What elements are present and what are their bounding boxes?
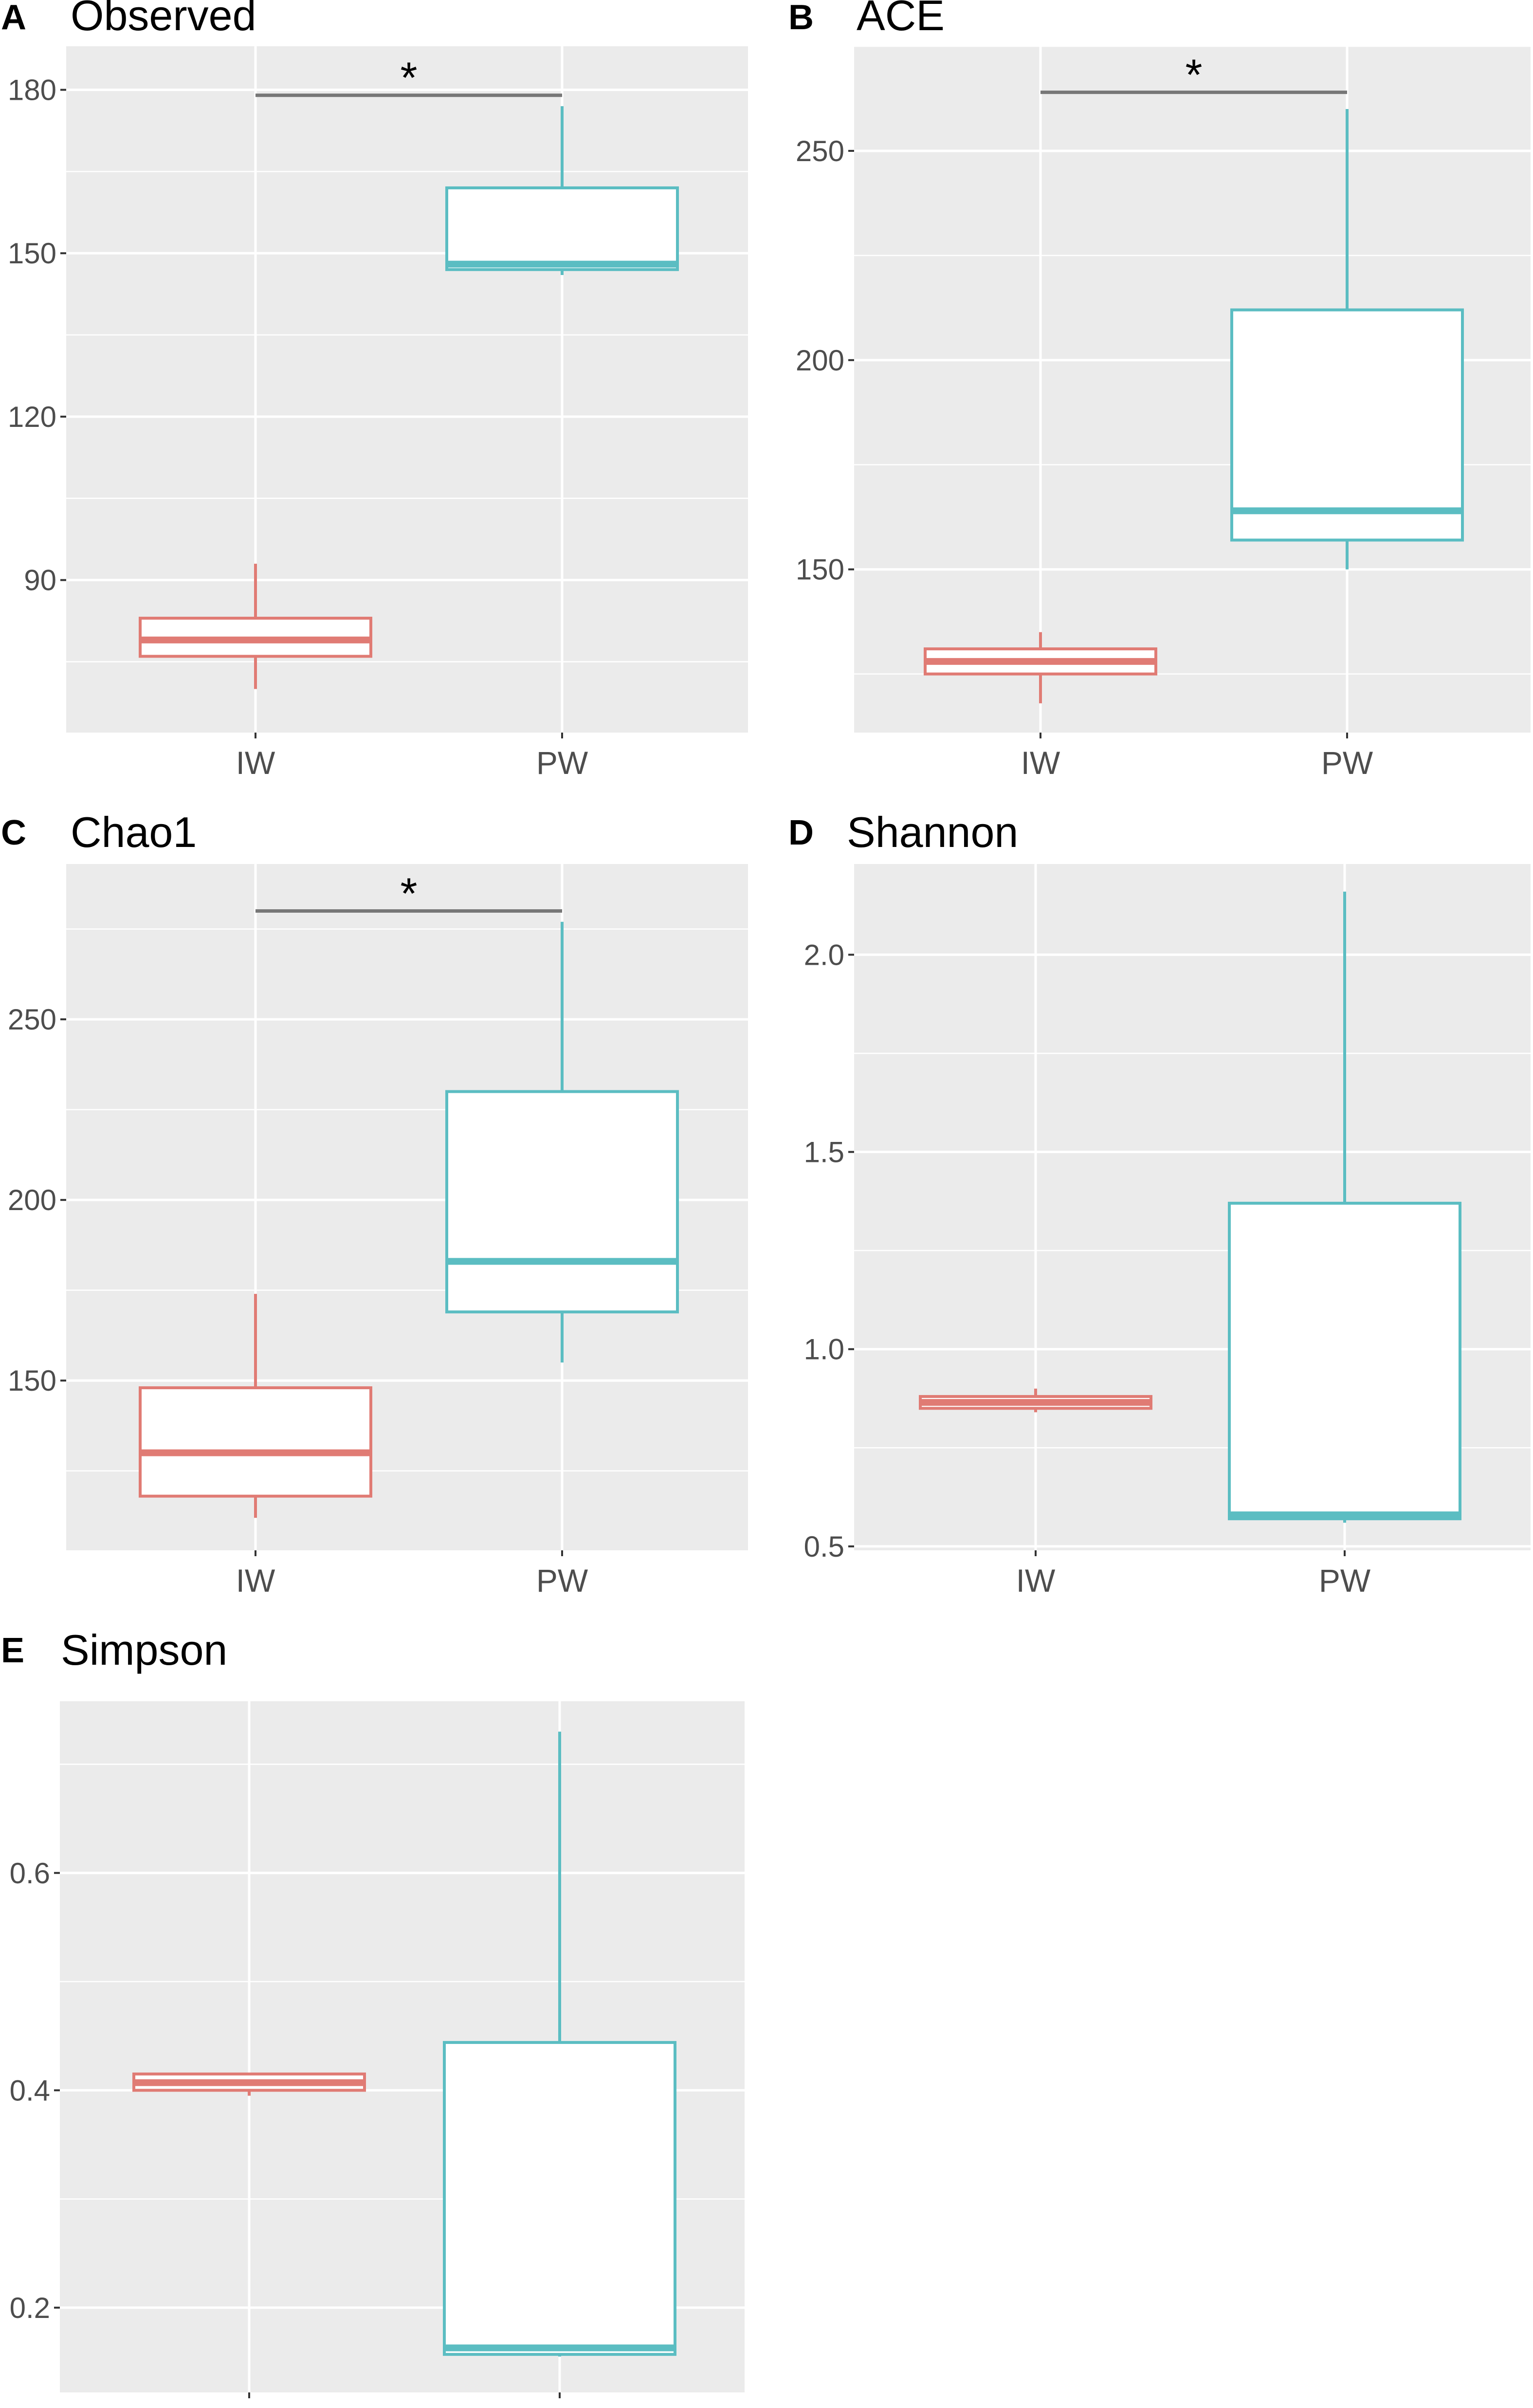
box-c-iw: [139, 1386, 372, 1498]
x-tick-label-e-pw: PW: [534, 2405, 586, 2408]
x-tick-label-c-iw: IW: [236, 1562, 275, 1599]
panel-title-b: ACE: [857, 0, 945, 39]
y-tick-label-b: 150: [796, 553, 844, 586]
y-tick-label-e: 0.6: [10, 1857, 50, 1890]
significance-star-c: *: [400, 869, 417, 918]
box-c-pw: [445, 1090, 679, 1314]
y-tick-label-b: 250: [796, 135, 844, 167]
y-tick-label-a: 180: [8, 74, 56, 107]
box-e-pw: [443, 2041, 676, 2356]
y-tick-label-c: 200: [8, 1184, 56, 1216]
panel-title-e: Simpson: [61, 1626, 227, 1674]
y-tick-label-a: 90: [24, 564, 56, 597]
y-tick-label-d: 1.5: [804, 1136, 844, 1169]
x-tick-label-d-iw: IW: [1016, 1562, 1056, 1599]
significance-star-a: *: [400, 54, 417, 103]
panel-title-a: Observed: [71, 0, 256, 39]
x-tick-label-b-pw: PW: [1321, 745, 1373, 781]
y-tick-label-c: 150: [8, 1364, 56, 1397]
box-a-pw: [445, 186, 679, 271]
y-tick-label-a: 150: [8, 237, 56, 270]
x-tick-label-a-iw: IW: [236, 745, 275, 781]
y-tick-label-a: 120: [8, 401, 56, 433]
y-tick-label-d: 1.0: [804, 1333, 844, 1366]
x-tick-label-a-pw: PW: [536, 745, 588, 781]
y-tick-label-c: 250: [8, 1003, 56, 1036]
panel-letter-a: A: [1, 0, 26, 37]
x-tick-label-c-pw: PW: [536, 1562, 588, 1599]
significance-star-b: *: [1185, 51, 1202, 100]
y-tick-label-b: 200: [796, 344, 844, 377]
y-tick-label-d: 0.5: [804, 1530, 844, 1563]
panel-title-d: Shannon: [847, 808, 1018, 856]
box-b-pw: [1230, 308, 1464, 542]
x-tick-label-b-iw: IW: [1021, 745, 1060, 781]
panel-letter-d: D: [788, 813, 814, 852]
panel-title-c: Chao1: [71, 808, 197, 856]
y-tick-label-e: 0.4: [10, 2074, 50, 2107]
panel-letter-e: E: [1, 1631, 24, 1670]
y-tick-label-d: 2.0: [804, 938, 844, 971]
panel-letter-b: B: [788, 0, 814, 37]
box-d-pw: [1228, 1201, 1461, 1521]
x-tick-label-e-iw: IW: [230, 2405, 269, 2408]
x-tick-label-d-pw: PW: [1319, 1562, 1371, 1599]
panel-letter-c: C: [1, 813, 26, 852]
y-tick-label-e: 0.2: [10, 2292, 50, 2324]
